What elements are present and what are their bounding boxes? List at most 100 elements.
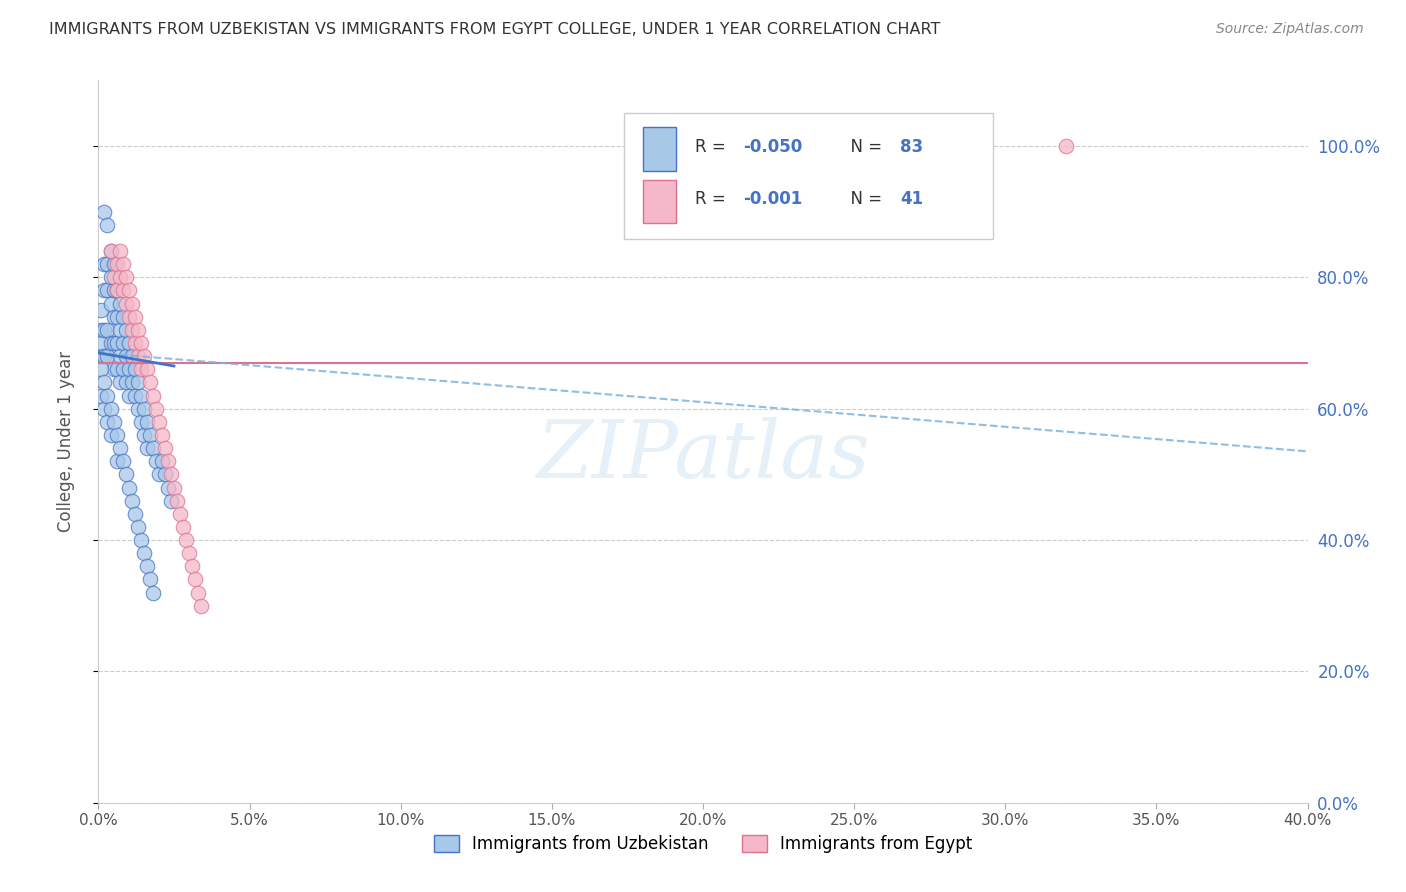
Point: [118, 388, 141, 402]
Point: [150, 454, 173, 468]
Point: [187, 585, 209, 599]
Point: [100, 270, 122, 285]
Point: [93, 376, 115, 390]
FancyBboxPatch shape: [643, 180, 676, 223]
Point: [148, 415, 170, 429]
Point: [108, 270, 131, 285]
Point: [150, 428, 173, 442]
Point: [103, 270, 125, 285]
Point: [124, 388, 146, 402]
Point: [108, 296, 131, 310]
Point: [121, 349, 143, 363]
Text: 41: 41: [900, 191, 924, 209]
Text: N =: N =: [839, 191, 887, 209]
Point: [132, 401, 155, 416]
Point: [100, 336, 122, 351]
Point: [105, 336, 128, 351]
Point: [153, 467, 176, 482]
Point: [172, 520, 194, 534]
Point: [145, 454, 167, 468]
Point: [114, 349, 136, 363]
Point: [108, 376, 131, 390]
Point: [142, 388, 165, 402]
Y-axis label: College, Under 1 year: College, Under 1 year: [56, 351, 75, 533]
Point: [93, 284, 115, 298]
Point: [108, 323, 131, 337]
Text: R =: R =: [695, 191, 731, 209]
Point: [108, 441, 131, 455]
Point: [111, 284, 134, 298]
Text: 83: 83: [900, 137, 924, 156]
Point: [121, 376, 143, 390]
Text: N =: N =: [839, 137, 887, 156]
Text: ZIPatlas: ZIPatlas: [536, 417, 870, 495]
Point: [114, 376, 136, 390]
Point: [114, 270, 136, 285]
FancyBboxPatch shape: [624, 112, 993, 239]
Point: [90, 336, 112, 351]
Point: [111, 310, 134, 324]
Point: [118, 336, 141, 351]
Point: [100, 401, 122, 416]
Point: [132, 428, 155, 442]
Point: [105, 284, 128, 298]
Point: [118, 310, 141, 324]
Point: [139, 428, 162, 442]
Point: [129, 362, 152, 376]
Point: [156, 454, 179, 468]
Point: [124, 507, 146, 521]
Point: [127, 401, 149, 416]
Point: [90, 362, 112, 376]
Point: [142, 585, 165, 599]
Point: [114, 296, 136, 310]
Point: [100, 244, 122, 258]
Point: [169, 507, 191, 521]
Point: [90, 323, 112, 337]
Point: [93, 349, 115, 363]
Point: [103, 362, 125, 376]
Text: Source: ZipAtlas.com: Source: ZipAtlas.com: [1216, 22, 1364, 37]
Point: [100, 428, 122, 442]
Point: [160, 467, 183, 482]
Point: [108, 244, 131, 258]
Point: [90, 349, 112, 363]
Point: [111, 336, 134, 351]
Point: [90, 388, 112, 402]
Legend: Immigrants from Uzbekistan, Immigrants from Egypt: Immigrants from Uzbekistan, Immigrants f…: [427, 828, 979, 860]
Point: [105, 454, 128, 468]
Point: [93, 204, 115, 219]
Point: [135, 441, 157, 455]
Point: [96, 323, 118, 337]
Point: [135, 362, 157, 376]
Point: [129, 415, 152, 429]
Text: IMMIGRANTS FROM UZBEKISTAN VS IMMIGRANTS FROM EGYPT COLLEGE, UNDER 1 YEAR CORREL: IMMIGRANTS FROM UZBEKISTAN VS IMMIGRANTS…: [49, 22, 941, 37]
Point: [114, 323, 136, 337]
Point: [108, 349, 131, 363]
Point: [127, 520, 149, 534]
Point: [118, 481, 141, 495]
Point: [148, 467, 170, 482]
Point: [153, 441, 176, 455]
Point: [100, 244, 122, 258]
Point: [129, 388, 152, 402]
Point: [105, 362, 128, 376]
Point: [93, 401, 115, 416]
Point: [127, 323, 149, 337]
Point: [100, 296, 122, 310]
Point: [111, 257, 134, 271]
Point: [121, 493, 143, 508]
Point: [105, 257, 128, 271]
Point: [105, 284, 128, 298]
Point: [111, 362, 134, 376]
Point: [118, 284, 141, 298]
Point: [105, 310, 128, 324]
Point: [118, 362, 141, 376]
Point: [190, 599, 212, 613]
Point: [132, 546, 155, 560]
Point: [145, 401, 167, 416]
Point: [139, 376, 162, 390]
Point: [127, 349, 149, 363]
Point: [121, 296, 143, 310]
Point: [174, 533, 197, 547]
Point: [103, 310, 125, 324]
